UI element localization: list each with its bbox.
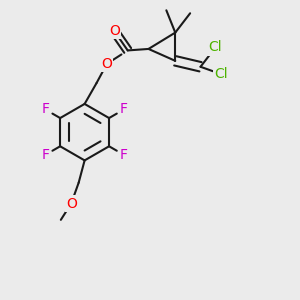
Text: F: F xyxy=(120,102,128,116)
Text: F: F xyxy=(120,148,128,162)
Text: O: O xyxy=(109,24,120,38)
Text: F: F xyxy=(41,148,49,162)
Text: O: O xyxy=(66,196,77,211)
Text: O: O xyxy=(101,57,112,71)
Text: F: F xyxy=(41,102,49,116)
Text: Cl: Cl xyxy=(208,40,222,55)
Text: Cl: Cl xyxy=(214,67,228,81)
